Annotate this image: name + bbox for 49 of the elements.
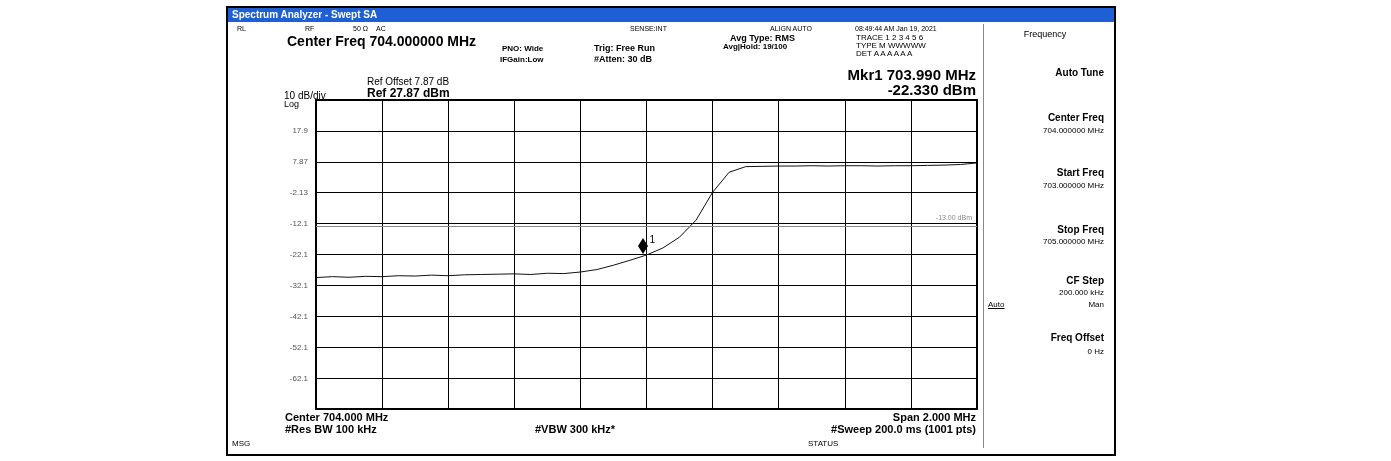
text: 0 Hz [1087, 347, 1104, 356]
text: 200.000 kHz [1059, 288, 1104, 297]
text: Avg|Hold: 19/100 [723, 42, 788, 51]
text: Center Freq [1047, 112, 1104, 123]
text: -22.330 dBm [887, 80, 976, 98]
y-tick-label: -32.1 [289, 280, 309, 290]
annotation: 10 dB/div [284, 90, 326, 101]
text: Trig: Free Run [594, 42, 656, 53]
text: Log [284, 98, 300, 109]
text: MSG [232, 439, 251, 448]
text: IFGain:Low [500, 55, 544, 64]
text: 703.000000 MHz [1043, 181, 1104, 190]
text: Ref Offset 7.87 dB [367, 76, 450, 87]
text: DET A A A A A A [856, 49, 913, 58]
text: STATUS [808, 439, 839, 448]
text: Auto [988, 300, 1005, 309]
y-tick-label: -2.13 [289, 188, 309, 198]
text: Avg Type: RMS [730, 32, 796, 43]
text: Center Freq 704.000000 MHz [287, 33, 477, 49]
line-series [315, 162, 978, 279]
text: #Res BW 100 kHz [285, 422, 377, 435]
y-tick-label: -42.1 [289, 311, 309, 321]
text: Man [1088, 300, 1104, 309]
text: #Atten: 30 dB [594, 53, 653, 64]
text: TRACE 1 2 3 4 5 6 [856, 33, 924, 42]
text: Start Freq [1056, 167, 1104, 178]
y-tick-label: -12.1 [289, 219, 309, 229]
text: Center 704.000 MHz [285, 410, 389, 423]
y-tick-label: 17.9 [292, 126, 309, 136]
text: Freq Offset [1050, 332, 1104, 343]
text: #VBW 300 kHz* [535, 422, 616, 435]
text: 704.000000 MHz [1043, 126, 1104, 135]
annotation: 1 [649, 234, 656, 246]
chart-title: Spectrum Analyzer - Swept SA [232, 9, 378, 20]
text: Span 2.000 MHz [892, 410, 976, 423]
y-tick-label: -22.1 [289, 250, 309, 259]
text: TYPE M WWWWW [856, 41, 926, 50]
text: PNO: Wide [502, 44, 544, 53]
text: Frequency [1023, 28, 1067, 39]
text: 705.000000 MHz [1043, 237, 1104, 246]
text: #Sweep 200.0 ms (1001 pts) [831, 422, 976, 435]
text: CF Step [1066, 275, 1104, 286]
text: Mkr1 703.990 MHz [847, 65, 976, 83]
text: Ref 27.87 dBm [367, 86, 450, 100]
text: Stop Freq [1057, 224, 1104, 235]
text: Auto Tune [1055, 67, 1104, 78]
y-tick-label: -52.1 [289, 342, 309, 352]
y-tick-label: -62.1 [289, 373, 309, 383]
y-tick-label: 7.87 [292, 157, 309, 167]
